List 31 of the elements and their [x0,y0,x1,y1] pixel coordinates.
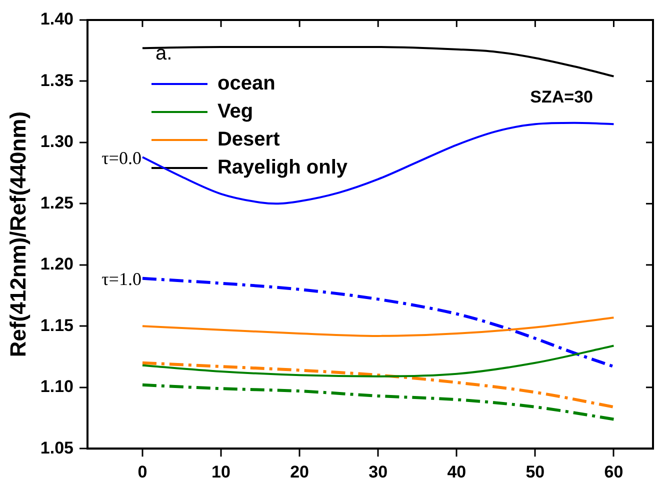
y-tick-label: 1.10 [40,377,74,396]
y-tick-label: 1.20 [40,254,74,274]
line-series [141,344,615,378]
legend-label: Veg [217,100,254,123]
legend-label: ocean [217,72,276,95]
annotation: SZA=30 [530,88,593,107]
line-series [140,276,616,368]
legend-label: Desert [217,128,280,151]
line-series [140,361,616,408]
y-tick-label: 1.40 [40,10,74,29]
annotation: τ=0.0 [102,148,142,168]
y-tick-label: 1.30 [40,132,74,152]
line-series [140,383,616,421]
line-series [141,316,615,337]
x-tick-label: 20 [290,462,310,482]
line-series [141,46,615,78]
y-tick-label: 1.15 [40,316,74,335]
legend-label: Rayeligh only [217,156,348,179]
line-series [141,122,615,205]
y-tick-label: 1.35 [40,70,74,90]
x-tick-label: 0 [138,462,148,482]
x-tick-label: 40 [447,462,466,482]
y-tick-label: 1.05 [40,438,74,458]
y-axis-title: Ref(412nm)/Ref(440nm) [5,111,30,358]
x-tick-label: 10 [212,462,230,482]
annotation: τ=1.0 [102,269,142,290]
y-tick-label: 1.25 [40,193,74,212]
x-tick-label: 60 [604,462,624,482]
x-tick-label: 30 [368,462,388,482]
annotation: a. [155,42,172,65]
x-tick-label: 50 [526,462,545,482]
